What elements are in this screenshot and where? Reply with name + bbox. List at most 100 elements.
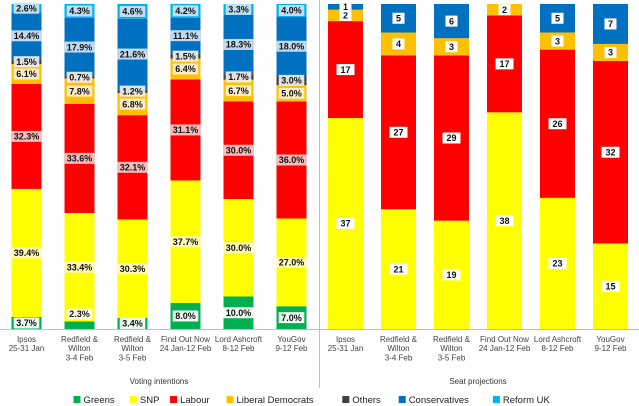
data-label-seat-projections-snp-1: 37 xyxy=(340,219,350,229)
data-label-voting-intentions-liberal-democrats-3: 6.8% xyxy=(122,99,143,109)
data-label-voting-intentions-labour-2: 33.6% xyxy=(67,154,93,164)
tick-label-seat-projections-2: Wilton xyxy=(387,344,409,353)
data-label-voting-intentions-labour-5: 30.0% xyxy=(226,145,252,155)
data-label-bg xyxy=(117,161,148,173)
data-label-voting-intentions-reform-uk-1: 2.6% xyxy=(16,3,37,13)
data-label-voting-intentions-greens-4: 8.0% xyxy=(175,311,196,321)
tick-label-seat-projections-3: Redfield & xyxy=(433,335,471,344)
data-label-bg xyxy=(13,2,40,14)
tick-label-seat-projections-6: YouGov xyxy=(596,335,624,344)
data-label-seat-projections-conservatives-5: 5 xyxy=(555,13,560,23)
data-label-seat-projections-labour-6: 32 xyxy=(605,147,615,157)
data-label-bg xyxy=(601,280,620,292)
data-label-seat-projections-snp-5: 23 xyxy=(552,259,562,269)
data-label-bg xyxy=(119,85,146,97)
data-label-seat-projections-labour-1: 17 xyxy=(340,65,350,75)
tick-label-voting-intentions-5: Lord Ashcroft xyxy=(215,335,263,344)
legend-swatch-liberal-democrats xyxy=(226,396,234,403)
data-label-voting-intentions-labour-4: 31.1% xyxy=(173,125,199,135)
data-label-bg xyxy=(172,310,199,322)
data-label-voting-intentions-others-1: 1.5% xyxy=(16,57,37,67)
data-label-bg xyxy=(278,74,305,86)
data-label-voting-intentions-conservatives-6: 18.0% xyxy=(279,41,305,51)
data-label-bg xyxy=(445,15,458,27)
data-label-bg xyxy=(442,132,461,144)
panel-title-seat-projections: Seat projections xyxy=(449,377,506,386)
data-label-bg xyxy=(495,58,514,70)
data-label-voting-intentions-reform-uk-6: 4.0% xyxy=(281,6,302,16)
data-label-bg xyxy=(11,30,42,42)
tick-label-voting-intentions-5: 8-12 Feb xyxy=(222,344,255,353)
tick-label-voting-intentions-3: Redfield & xyxy=(114,335,152,344)
tick-label-seat-projections-4: 24 Jan-12 Feb xyxy=(479,344,531,353)
data-label-voting-intentions-conservatives-4: 11.1% xyxy=(173,31,198,41)
data-label-bg xyxy=(389,263,408,275)
data-label-voting-intentions-others-6: 3.0% xyxy=(281,76,302,86)
data-label-voting-intentions-conservatives-5: 18.3% xyxy=(226,40,252,50)
data-label-seat-projections-conservatives-2: 5 xyxy=(396,13,401,23)
data-label-bg xyxy=(495,215,514,227)
data-label-voting-intentions-reform-uk-4: 4.2% xyxy=(175,6,196,16)
data-label-bg xyxy=(13,56,40,68)
tick-label-seat-projections-3: Wilton xyxy=(440,344,462,353)
data-label-bg xyxy=(392,12,405,24)
legend-label-reform-uk: Reform UK xyxy=(503,395,551,406)
data-label-bg xyxy=(442,269,461,281)
data-label-bg xyxy=(551,12,564,24)
legend-label-conservatives: Conservatives xyxy=(409,395,469,406)
data-label-seat-projections-liberal-democrats-2: 4 xyxy=(396,39,401,49)
data-label-bg xyxy=(278,312,305,324)
data-label-seat-projections-liberal-democrats-1: 2 xyxy=(343,11,348,21)
legend-label-others: Others xyxy=(352,395,381,406)
data-label-voting-intentions-liberal-democrats-4: 6.4% xyxy=(175,64,196,74)
data-label-voting-intentions-liberal-democrats-6: 5.0% xyxy=(281,89,302,99)
tick-label-voting-intentions-1: Ipsos xyxy=(17,335,36,344)
data-label-seat-projections-conservatives-6: 7 xyxy=(608,19,613,29)
data-label-seat-projections-snp-3: 19 xyxy=(446,270,456,280)
data-label-bg xyxy=(223,38,254,50)
tick-label-voting-intentions-3: Wilton xyxy=(121,344,143,353)
data-label-voting-intentions-snp-2: 33.4% xyxy=(67,262,93,272)
data-label-bg xyxy=(119,5,146,17)
tick-label-voting-intentions-2: Wilton xyxy=(68,344,90,353)
tick-label-seat-projections-3: 3-5 Feb xyxy=(438,353,466,362)
tick-label-seat-projections-2: Redfield & xyxy=(380,335,418,344)
legend-swatch-conservatives xyxy=(398,396,406,403)
data-label-bg xyxy=(66,5,93,17)
data-label-voting-intentions-greens-2: 2.3% xyxy=(69,309,90,319)
legend-label-greens: Greens xyxy=(84,395,115,406)
data-label-bg xyxy=(170,236,201,248)
tick-label-voting-intentions-6: YouGov xyxy=(277,335,305,344)
data-label-bg xyxy=(64,261,95,273)
data-label-bg xyxy=(172,63,199,75)
data-label-seat-projections-labour-2: 27 xyxy=(393,127,403,137)
tick-label-seat-projections-2: 3-4 Feb xyxy=(385,353,413,362)
data-label-voting-intentions-greens-6: 7.0% xyxy=(281,313,302,323)
data-label-voting-intentions-labour-3: 32.1% xyxy=(120,163,146,173)
data-label-seat-projections-liberal-democrats-3: 3 xyxy=(449,42,454,52)
data-label-bg xyxy=(225,85,252,97)
data-label-bg xyxy=(336,64,355,76)
data-label-seat-projections-labour-4: 17 xyxy=(499,59,509,69)
data-label-bg xyxy=(604,46,617,58)
data-label-bg xyxy=(117,48,148,60)
data-label-bg xyxy=(225,71,252,83)
tick-label-seat-projections-6: 9-12 Feb xyxy=(594,344,627,353)
data-label-bg xyxy=(170,124,201,136)
data-label-bg xyxy=(223,307,254,319)
legend-swatch-labour xyxy=(170,396,178,403)
data-label-seat-projections-labour-3: 29 xyxy=(446,133,456,143)
data-label-bg xyxy=(389,126,408,138)
data-label-bg xyxy=(66,85,93,97)
data-label-bg xyxy=(66,71,93,83)
data-label-voting-intentions-greens-3: 3.4% xyxy=(122,319,143,329)
data-label-voting-intentions-greens-1: 3.7% xyxy=(16,318,37,328)
data-label-bg xyxy=(119,317,146,329)
legend-label-liberal-democrats: Liberal Democrats xyxy=(237,395,314,406)
data-label-bg xyxy=(223,242,254,254)
data-label-seat-projections-liberal-democrats-6: 3 xyxy=(608,48,613,58)
tick-label-seat-projections-5: Lord Ashcroft xyxy=(534,335,582,344)
data-label-voting-intentions-conservatives-3: 21.6% xyxy=(120,49,146,59)
tick-label-seat-projections-4: Find Out Now xyxy=(480,335,529,344)
data-label-voting-intentions-others-4: 1.5% xyxy=(175,51,196,61)
